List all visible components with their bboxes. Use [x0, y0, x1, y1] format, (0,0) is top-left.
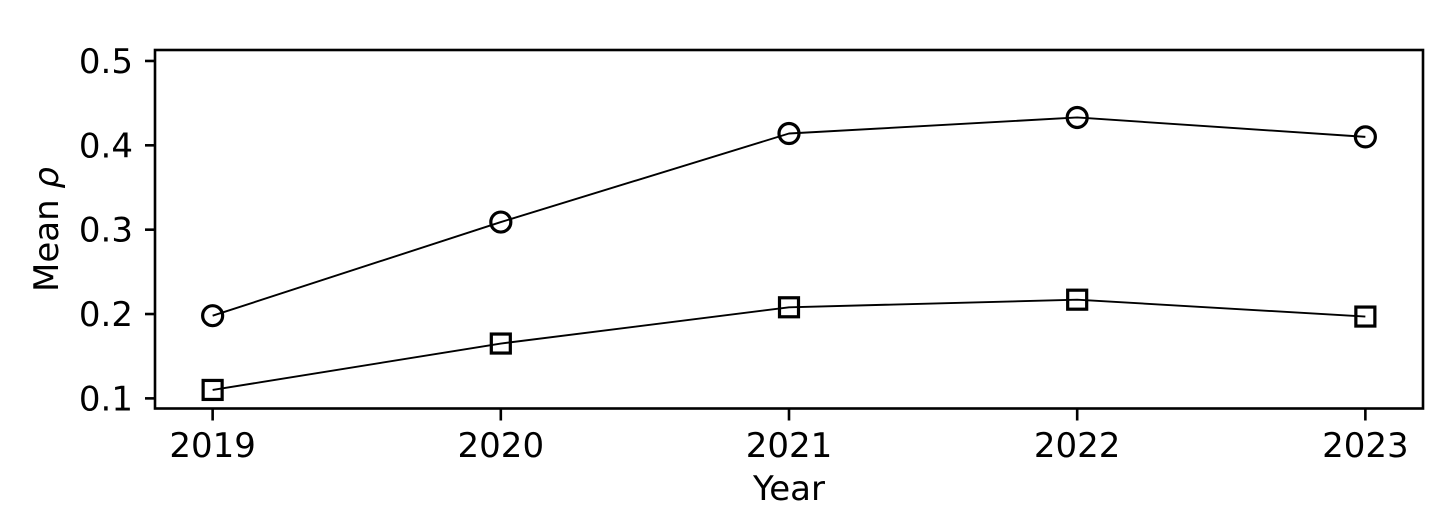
- circle-marker: [489, 210, 513, 234]
- circle-series-line: [212, 116, 1366, 317]
- square-marker: [489, 332, 512, 355]
- x-axis-title: Year: [752, 469, 825, 509]
- y-tick-label: 0.5: [79, 42, 133, 82]
- y-tick-label: 0.2: [79, 295, 133, 335]
- circle-marker: [201, 304, 225, 328]
- y-axis-title: Mean ρ: [27, 167, 67, 292]
- y-tick-label: 0.1: [79, 379, 133, 419]
- square-marker: [1066, 288, 1089, 311]
- x-tick-label: 2023: [1322, 426, 1409, 466]
- y-tick-label: 0.4: [79, 126, 133, 166]
- circle-marker: [1065, 105, 1089, 130]
- x-tick-label: 2019: [169, 426, 256, 466]
- circle-marker: [1353, 125, 1377, 149]
- square-marker: [201, 378, 224, 402]
- y-tick-label: 0.3: [79, 211, 133, 251]
- square-marker: [1354, 305, 1377, 328]
- plot-area: 2019 2020 2021 2022 2023 0.1 0.2 0.3 0.4 0.5: [79, 42, 1425, 466]
- x-tick-label: 2022: [1034, 426, 1121, 466]
- x-tick-label: 2021: [746, 426, 833, 466]
- circle-marker: [777, 121, 801, 146]
- axes-spines: [153, 48, 1425, 410]
- x-tick-label: 2020: [458, 426, 545, 466]
- square-series-line: [212, 298, 1366, 391]
- square-marker: [777, 296, 801, 319]
